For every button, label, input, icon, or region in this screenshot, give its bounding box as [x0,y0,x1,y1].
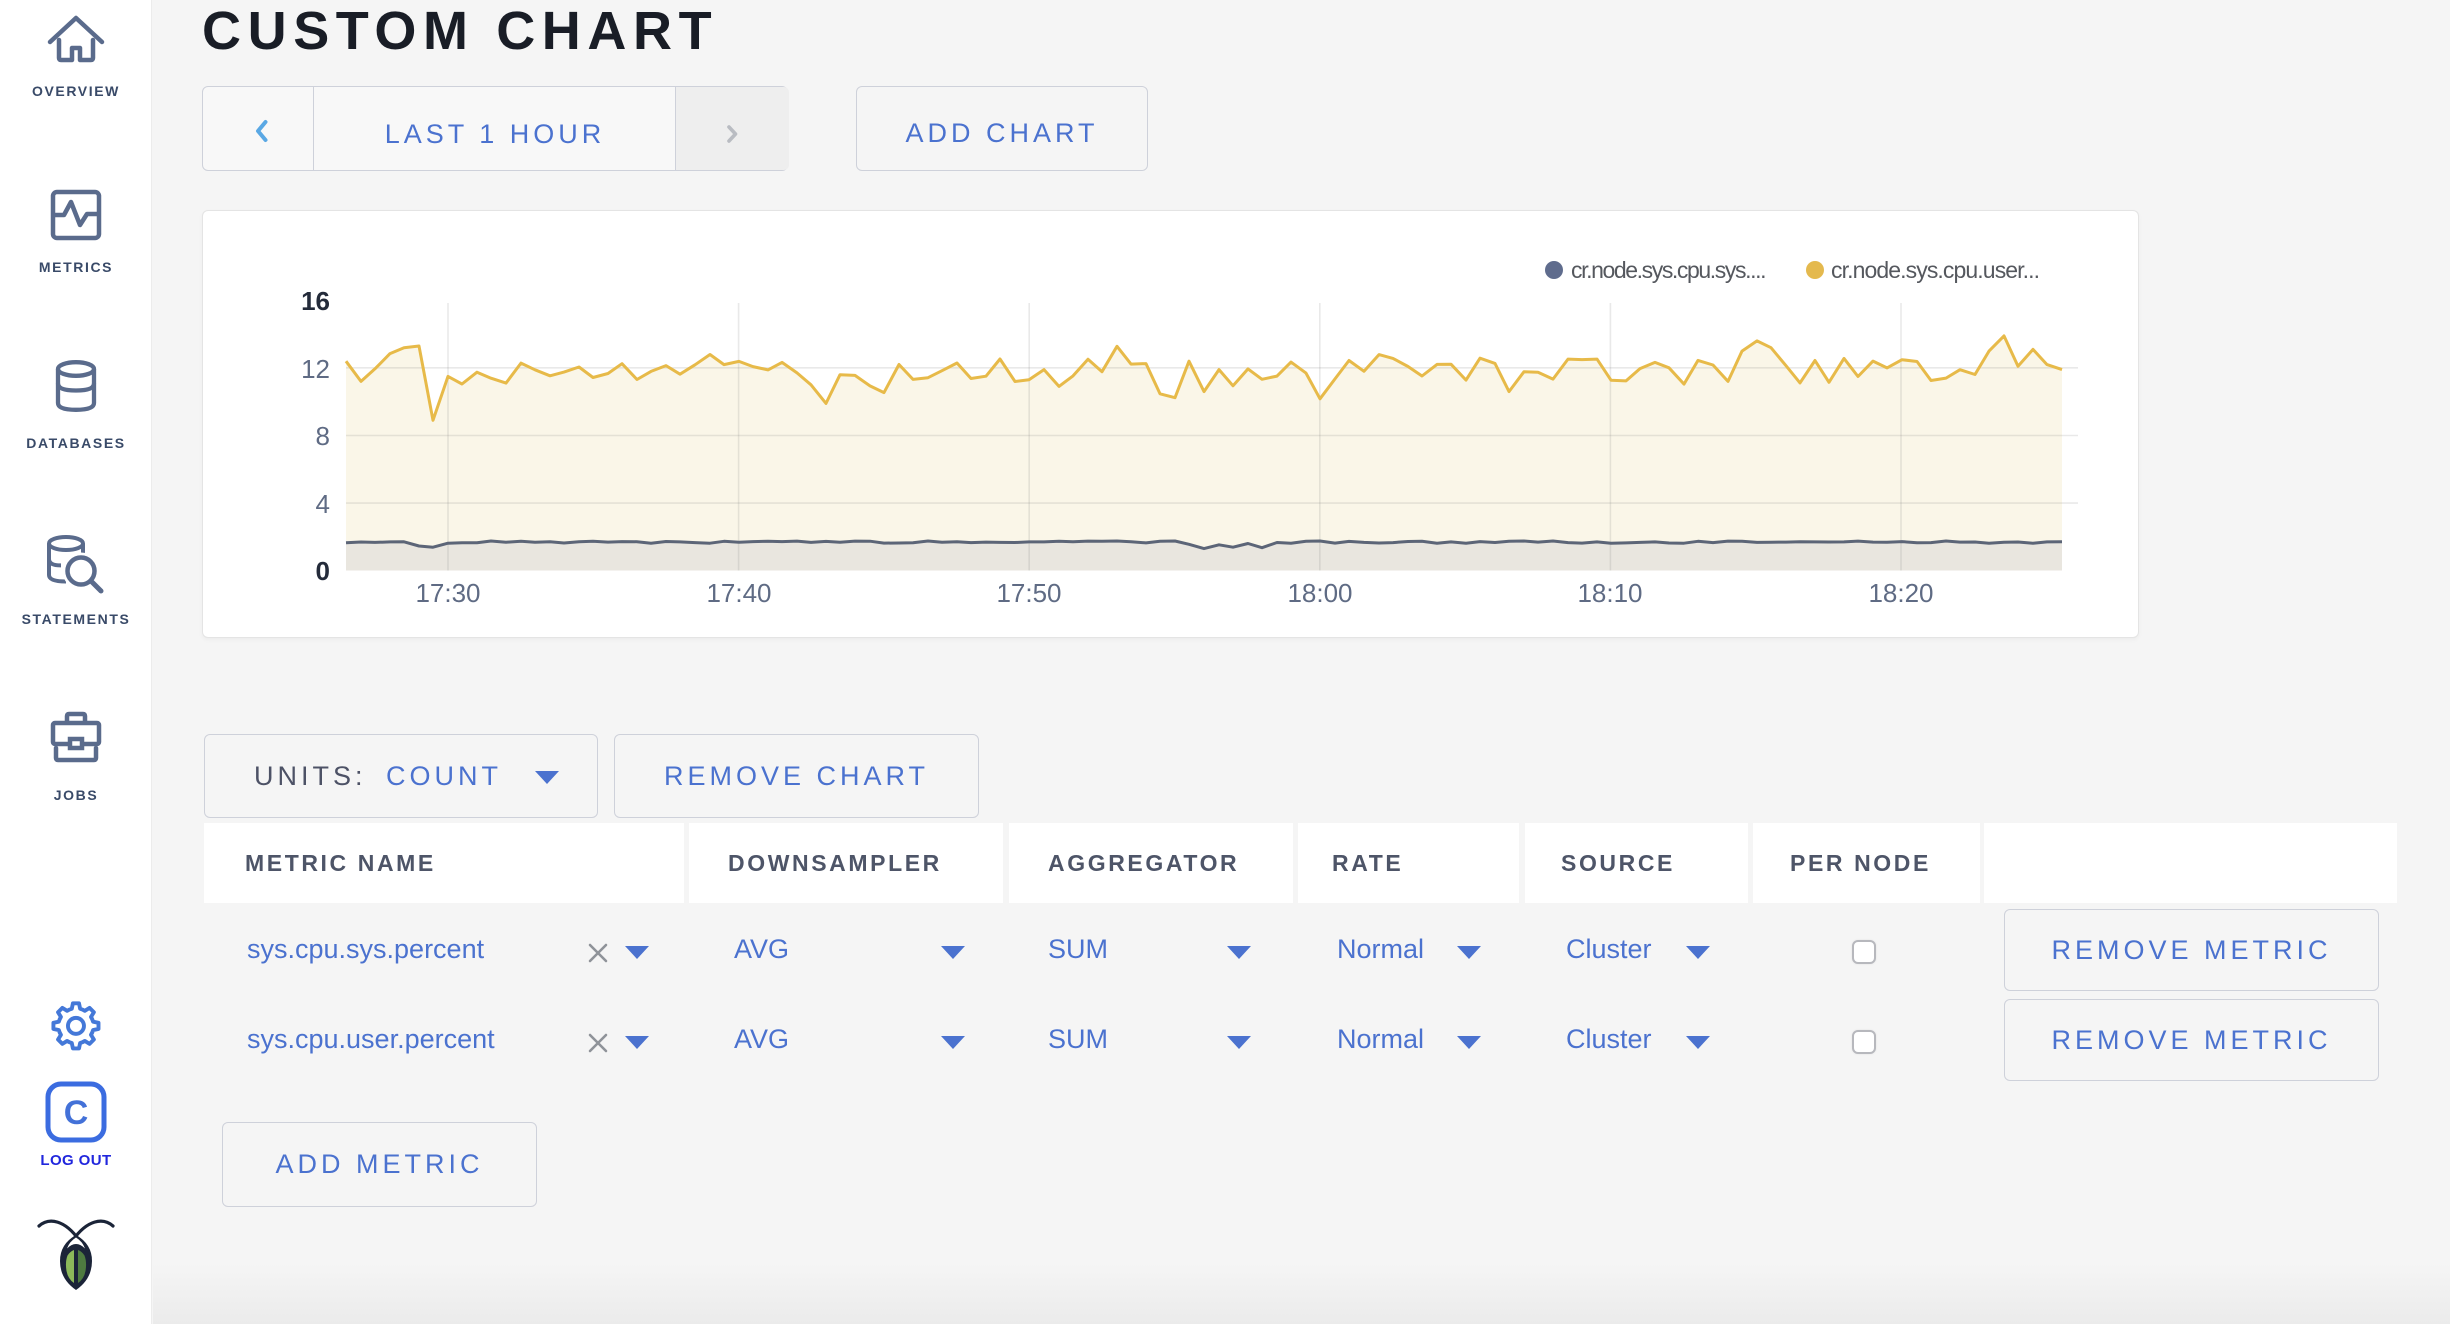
svg-text:C: C [64,1094,89,1132]
